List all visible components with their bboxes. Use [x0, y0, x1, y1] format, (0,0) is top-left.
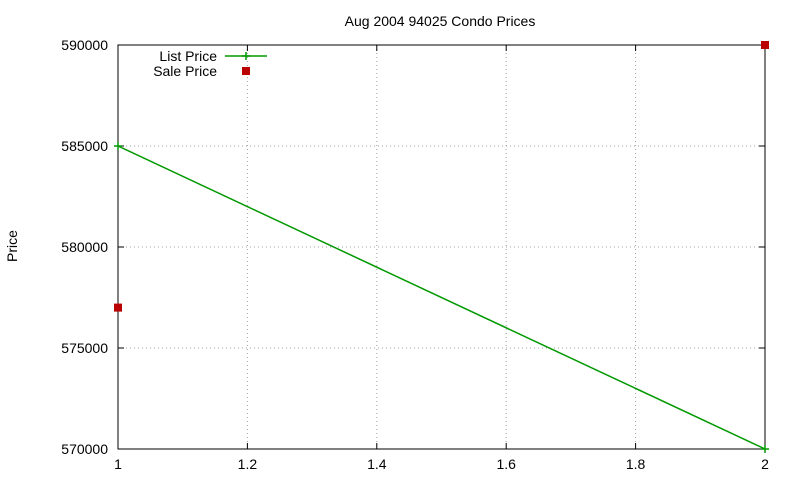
y-tick-label: 585000	[61, 138, 108, 154]
y-tick-label: 575000	[61, 340, 108, 356]
y-axis-label: Price	[4, 230, 20, 262]
axis-ticks: 1 1.2 1.4 1.6 1.8 2 570000 575000 580000 585000 59…	[61, 37, 769, 472]
x-tick-label: 2	[761, 456, 769, 472]
x-tick-label: 1.4	[367, 456, 387, 472]
y-tick-label: 590000	[61, 37, 108, 53]
x-tick-label: 1.6	[496, 456, 516, 472]
plot-border	[117, 44, 766, 450]
data-point-sale-price	[761, 41, 769, 49]
grid	[118, 45, 765, 449]
series-marks	[114, 41, 769, 453]
x-tick-label: 1.2	[238, 456, 258, 472]
y-tick-label: 580000	[61, 239, 108, 255]
legend-marker-square	[242, 67, 250, 75]
data-point-sale-price	[114, 303, 122, 312]
legend-marker-plus	[242, 52, 250, 60]
legend-label: Sale Price	[153, 63, 217, 79]
series-line-list-price	[117, 145, 766, 450]
x-tick-label: 1	[114, 456, 122, 472]
data-point-list-price	[761, 445, 769, 453]
legend-label: List Price	[159, 48, 217, 64]
chart-title: Aug 2004 94025 Condo Prices	[345, 13, 536, 29]
x-tick-label: 1.8	[626, 456, 646, 472]
data-point-list-price	[114, 142, 122, 150]
y-tick-label: 570000	[61, 441, 108, 457]
